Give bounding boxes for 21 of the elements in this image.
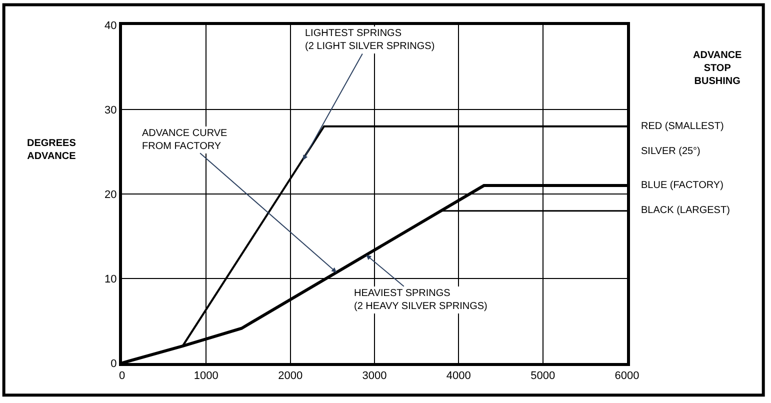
annotation: ADVANCE CURVE FROM FACTORY — [142, 128, 228, 152]
y-axis-title: DEGREES ADVANCE — [27, 138, 76, 162]
x-tick-label: 5000 — [530, 370, 556, 382]
x-tick-label: 1000 — [194, 370, 218, 382]
annotation: HEAVIEST SPRINGS (2 HEAVY SILVER SPRINGS) — [354, 288, 488, 312]
x-tick-label: 4000 — [446, 370, 471, 382]
y-tick-label: 30 — [104, 104, 117, 116]
y-tick-label: 10 — [104, 273, 117, 286]
text: SILVER (25°) — [641, 146, 700, 157]
x-tick-label: 2000 — [278, 370, 303, 382]
y-tick-label: 20 — [104, 188, 117, 201]
y-tick-label: 40 — [104, 20, 117, 32]
legend-title: ADVANCE STOP BUSHING — [693, 50, 742, 87]
annotation: BLUE (FACTORY) — [641, 180, 724, 191]
x-tick-label: 6000 — [614, 370, 640, 382]
y-tick-label: 0 — [110, 358, 117, 370]
annotation: LIGHTEST SPRINGS (2 LIGHT SILVER SPRINGS) — [305, 28, 435, 52]
x-tick-label: 3000 — [362, 370, 387, 382]
annotation: BLACK (LARGEST) — [641, 205, 730, 216]
x-tick-label: 0 — [118, 370, 126, 382]
annotation: RED (SMALLEST) — [641, 121, 724, 132]
